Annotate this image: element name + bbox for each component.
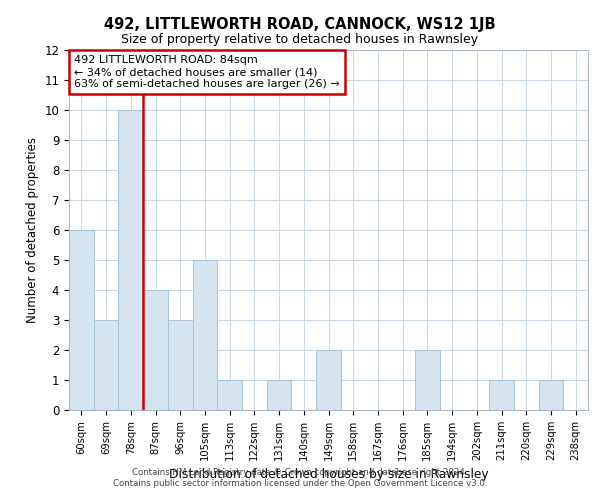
Bar bbox=[267, 380, 292, 410]
Bar bbox=[415, 350, 440, 410]
Bar bbox=[94, 320, 118, 410]
Text: 492 LITTLEWORTH ROAD: 84sqm
← 34% of detached houses are smaller (14)
63% of sem: 492 LITTLEWORTH ROAD: 84sqm ← 34% of det… bbox=[74, 56, 340, 88]
Text: Contains HM Land Registry data © Crown copyright and database right 2024.
Contai: Contains HM Land Registry data © Crown c… bbox=[113, 468, 487, 487]
Bar bbox=[143, 290, 168, 410]
Bar bbox=[539, 380, 563, 410]
Bar bbox=[168, 320, 193, 410]
Text: Size of property relative to detached houses in Rawnsley: Size of property relative to detached ho… bbox=[121, 32, 479, 46]
Bar bbox=[489, 380, 514, 410]
Bar bbox=[193, 260, 217, 410]
Bar bbox=[69, 230, 94, 410]
Text: 492, LITTLEWORTH ROAD, CANNOCK, WS12 1JB: 492, LITTLEWORTH ROAD, CANNOCK, WS12 1JB bbox=[104, 18, 496, 32]
Y-axis label: Number of detached properties: Number of detached properties bbox=[26, 137, 39, 323]
Bar bbox=[217, 380, 242, 410]
Bar bbox=[118, 110, 143, 410]
Bar bbox=[316, 350, 341, 410]
X-axis label: Distribution of detached houses by size in Rawnsley: Distribution of detached houses by size … bbox=[169, 468, 488, 481]
